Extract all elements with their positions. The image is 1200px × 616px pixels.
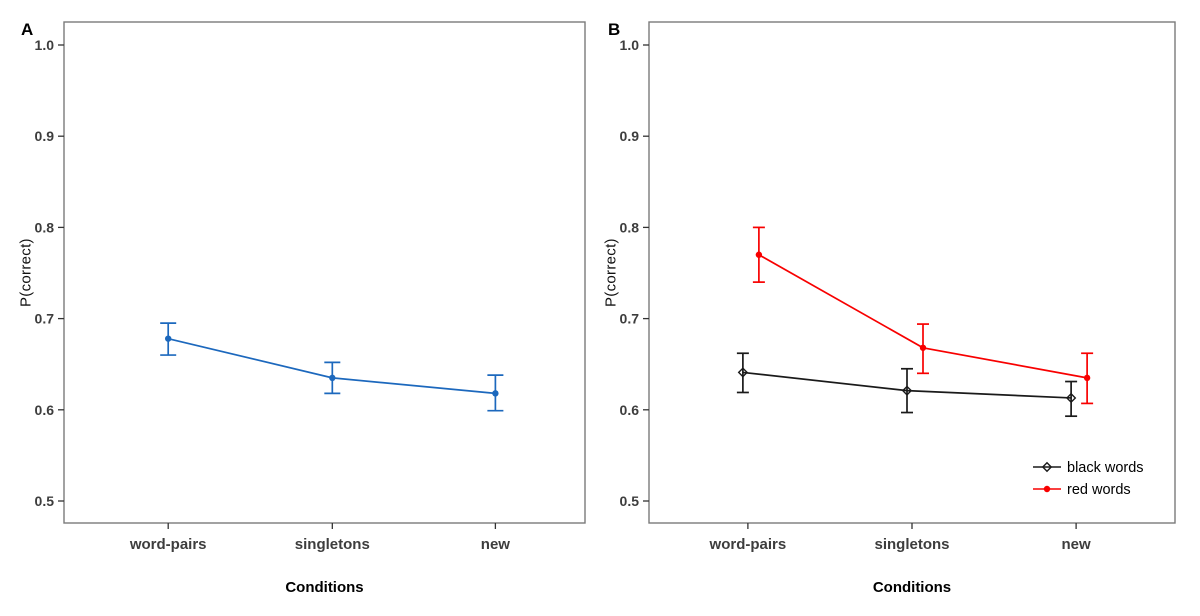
y-tick-label: 0.7 — [35, 311, 55, 327]
legend-key-marker — [1041, 461, 1053, 473]
panel-border — [63, 21, 586, 524]
data-point-marker — [755, 251, 763, 258]
data-point-marker — [1065, 392, 1077, 404]
y-tick-label: 1.0 — [35, 37, 55, 53]
panel-b-chart: 1.0 0.9 0.8 0.7 0.6 0.5 word-pairs singletons ne… — [620, 21, 1176, 553]
data-point-marker — [492, 390, 499, 397]
x-tick-label: singletons — [295, 536, 370, 553]
y-tick-label: 0.5 — [620, 493, 640, 509]
y-tick-label: 1.0 — [620, 37, 640, 53]
panel-b-label: B — [608, 20, 621, 39]
data-point-marker — [901, 385, 913, 396]
panel-b-y-axis-title: P(correct) — [602, 238, 620, 307]
data-point-marker — [1083, 374, 1091, 382]
x-tick-label: word-pairs — [709, 536, 787, 553]
data-point-marker — [919, 344, 927, 351]
y-tick-label: 0.9 — [620, 128, 640, 144]
x-tick-label: singletons — [874, 536, 949, 553]
panel-a-label: A — [21, 20, 34, 39]
panel-b-x-axis-title: Conditions — [872, 579, 952, 596]
y-tick-label: 0.6 — [35, 402, 55, 418]
series-line — [742, 371, 1072, 399]
data-point-marker — [329, 374, 336, 382]
panel-a-y-axis-title: P(correct) — [17, 238, 35, 307]
legend-entry-label: red words — [1067, 482, 1131, 498]
x-tick-label: word-pairs — [129, 536, 207, 553]
y-tick-label: 0.7 — [620, 311, 640, 327]
y-tick-label: 0.8 — [35, 219, 55, 235]
panel-a-x-axis-title: Conditions — [285, 579, 364, 596]
panel-a-chart: 1.0 0.9 0.8 0.7 0.6 0.5 word-pairs singletons ne… — [35, 21, 586, 553]
panel-border — [648, 21, 1176, 524]
y-tick-label: 0.8 — [620, 219, 640, 235]
y-tick-label: 0.9 — [35, 128, 55, 144]
legend-key-marker — [1043, 485, 1051, 493]
x-tick-label: new — [1062, 536, 1092, 553]
data-point-marker — [737, 367, 749, 378]
data-point-marker — [165, 335, 172, 342]
x-tick-label: new — [481, 536, 511, 553]
y-tick-label: 0.6 — [620, 402, 640, 418]
y-tick-label: 0.5 — [35, 493, 55, 509]
legend-entry-label: black words — [1067, 460, 1144, 476]
